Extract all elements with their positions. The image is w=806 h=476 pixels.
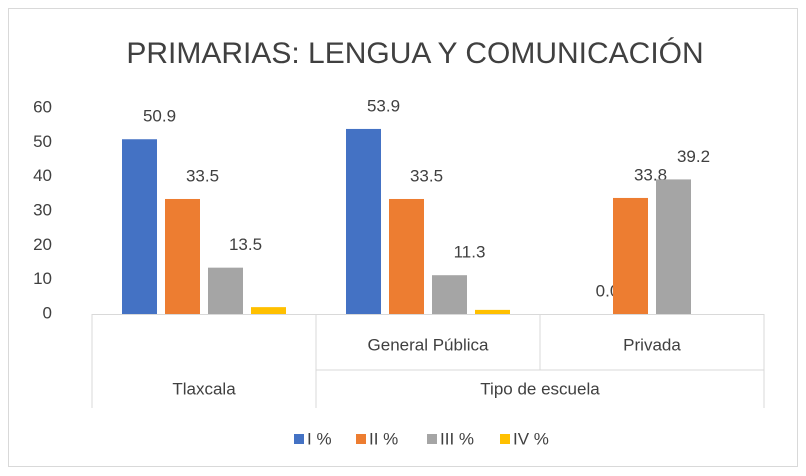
legend-label: IV % [513,429,549,448]
x-tick-label: General Pública [368,335,490,354]
bar [346,128,381,314]
bar [251,307,286,314]
group-label: Tipo de escuela [480,379,600,398]
y-tick-label: 60 [33,97,52,116]
legend-swatch [356,434,366,444]
data-label: 39.2 [677,147,710,166]
legend-label: I % [307,429,332,448]
bar [656,179,691,314]
y-tick-label: 20 [33,235,52,254]
bar [165,198,200,314]
data-label: 33.5 [410,166,443,185]
y-tick-label: 10 [33,269,52,288]
bar [389,198,424,314]
legend-swatch [500,434,510,444]
y-tick-label: 40 [33,166,52,185]
y-tick-label: 30 [33,200,52,219]
bar [208,267,243,314]
y-tick-label: 0 [43,303,52,322]
y-tick-label: 50 [33,132,52,151]
data-label: 50.9 [143,107,176,126]
data-label: 13.5 [229,235,262,254]
bar [122,139,157,314]
group-label: Tlaxcala [172,379,236,398]
legend-swatch [427,434,437,444]
bar [613,197,648,314]
x-tick-label: Privada [623,335,681,354]
chart-title: PRIMARIAS: LENGUA Y COMUNICACIÓN [126,37,703,70]
data-label: 11.3 [454,243,486,262]
legend-label: II % [369,429,398,448]
legend-label: III % [440,429,474,448]
data-label: 53.9 [367,96,400,115]
legend-swatch [294,434,304,444]
bar [475,309,510,314]
bar [432,275,467,314]
data-label: 33.5 [186,166,219,185]
